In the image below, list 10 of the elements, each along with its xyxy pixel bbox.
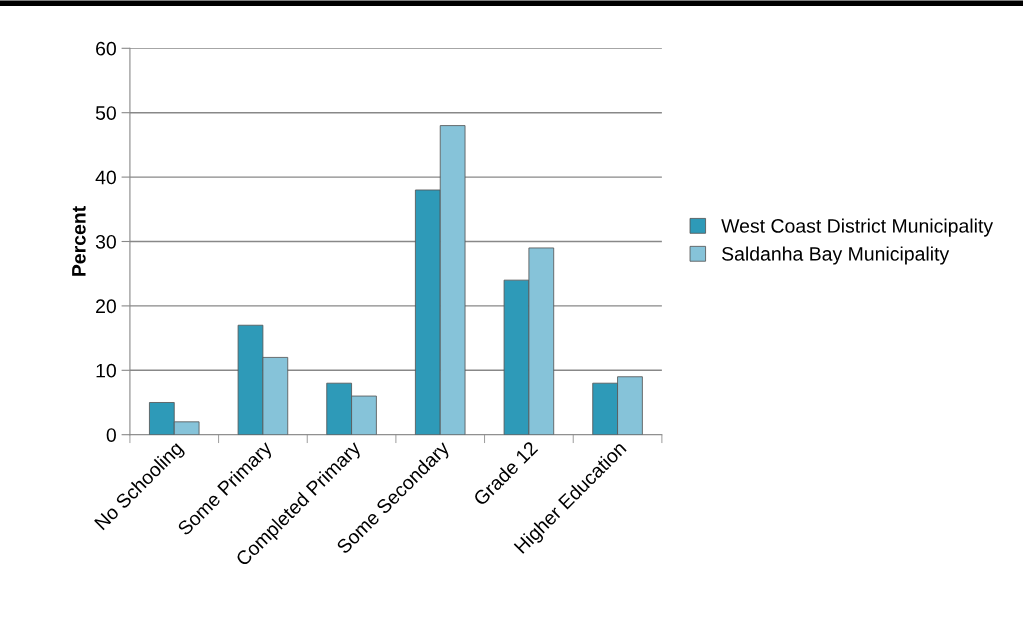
y-tick-label: 60 — [96, 41, 116, 56]
y-axis-title: Percent — [72, 206, 86, 276]
legend-label: West Coast District Municipality — [721, 218, 994, 237]
y-tick-label: 50 — [95, 106, 116, 120]
y-tick-label: 0 — [106, 428, 116, 442]
legend-label: Saldanha Bay Municipality — [722, 246, 950, 265]
y-tick-label: 10 — [96, 363, 116, 378]
y-tick-label: 20 — [96, 299, 116, 314]
y-tick-label: 30 — [95, 234, 116, 249]
y-tick-label: 40 — [95, 170, 116, 185]
